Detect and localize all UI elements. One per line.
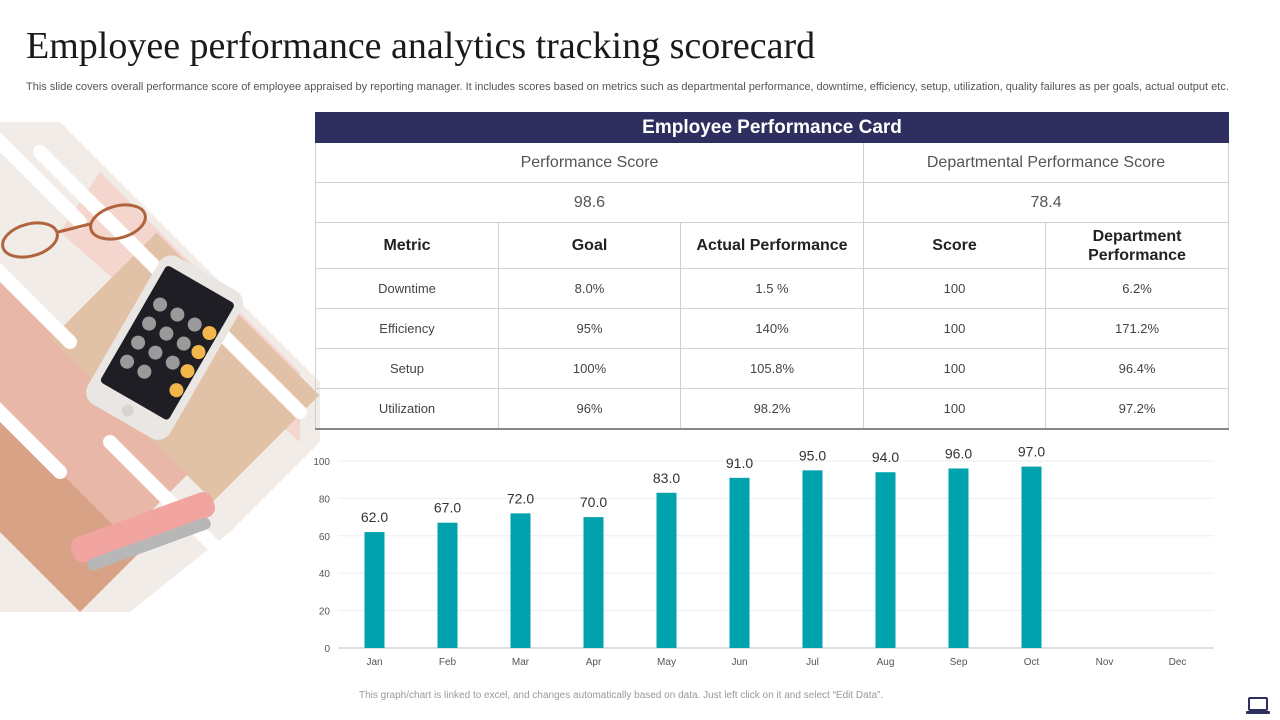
x-tick-label: Dec — [1169, 657, 1187, 668]
chart-footnote: This graph/chart is linked to excel, and… — [359, 690, 884, 701]
bar — [656, 492, 677, 648]
column-header-goal: Goal — [498, 222, 681, 269]
office-desk-photo — [0, 122, 320, 612]
data-label: 91.0 — [726, 455, 753, 471]
y-tick-label: 100 — [313, 457, 330, 468]
x-tick-label: Sep — [950, 657, 968, 668]
y-tick-label: 0 — [324, 644, 330, 655]
table-cell: Efficiency — [315, 308, 499, 349]
table-cell: Setup — [315, 348, 499, 389]
y-tick-label: 80 — [319, 494, 331, 505]
page-subtitle: This slide covers overall performance sc… — [26, 81, 1229, 93]
table-row: Setup 100% 105.8% 100 96.4% — [315, 348, 1230, 389]
dept-score-value: 78.4 — [862, 182, 1230, 223]
table-cell: 8.0% — [498, 268, 681, 309]
y-tick-label: 20 — [319, 607, 331, 618]
data-label: 67.0 — [434, 500, 461, 516]
laptop-icon — [1246, 697, 1270, 714]
bar — [802, 470, 823, 648]
x-tick-label: Jun — [731, 657, 747, 668]
performance-score-value: 98.6 — [315, 182, 864, 223]
table-cell: 100 — [863, 388, 1046, 430]
x-tick-label: Mar — [512, 657, 530, 668]
card-title: Employee Performance Card — [314, 112, 1230, 143]
page-title: Employee performance analytics tracking … — [26, 25, 816, 67]
table-cell: 100 — [863, 268, 1046, 309]
bar — [1021, 466, 1042, 648]
table-cell: 96.4% — [1044, 348, 1230, 389]
x-tick-label: Aug — [877, 657, 895, 668]
table-cell: 6.2% — [1044, 268, 1230, 309]
data-label: 83.0 — [653, 470, 680, 486]
data-label: 70.0 — [580, 494, 607, 510]
bar — [875, 472, 896, 648]
x-tick-label: Jul — [806, 657, 819, 668]
x-tick-label: May — [657, 657, 676, 668]
data-label: 62.0 — [361, 509, 388, 525]
bar — [729, 477, 750, 648]
y-tick-label: 40 — [319, 569, 331, 580]
table-cell: 1.5 % — [680, 268, 864, 309]
y-tick-label: 60 — [319, 532, 331, 543]
data-label: 95.0 — [799, 447, 826, 463]
table-cell: Downtime — [315, 268, 499, 309]
data-label: 94.0 — [872, 449, 899, 465]
column-header-actual: Actual Performance — [680, 222, 864, 269]
performance-card: Employee Performance Card Performance Sc… — [314, 112, 1230, 430]
performance-score-label: Performance Score — [315, 142, 864, 183]
table-row: Downtime 8.0% 1.5 % 100 6.2% — [315, 268, 1230, 309]
column-header-metric: Metric — [315, 222, 499, 269]
table-cell: 97.2% — [1044, 388, 1230, 430]
monthly-score-chart: 0 20 40 60 80 100 Jan 62.0 Feb 67.0 Mar 72.0 Apr 70.0… — [313, 444, 1214, 668]
table-cell: 171.2% — [1044, 308, 1230, 349]
x-tick-label: Nov — [1096, 657, 1114, 668]
bar — [437, 522, 458, 648]
x-tick-label: Jan — [366, 657, 382, 668]
column-header-dept: Department Performance — [1044, 222, 1230, 269]
table-cell: 100% — [498, 348, 681, 389]
table-cell: 140% — [680, 308, 864, 349]
table-cell: 98.2% — [680, 388, 864, 430]
table-cell: Utilization — [315, 388, 499, 430]
x-tick-label: Oct — [1024, 657, 1040, 668]
table-row: Utilization 96% 98.2% 100 97.2% — [315, 388, 1230, 430]
table-cell: 105.8% — [680, 348, 864, 389]
bar — [510, 513, 531, 648]
table-cell: 95% — [498, 308, 681, 349]
table-row: Efficiency 95% 140% 100 171.2% — [315, 308, 1230, 349]
data-label: 96.0 — [945, 445, 972, 461]
table-cell: 100 — [863, 308, 1046, 349]
bar — [948, 468, 969, 648]
dept-score-label: Departmental Performance Score — [862, 142, 1230, 183]
x-tick-label: Feb — [439, 657, 457, 668]
table-cell: 100 — [863, 348, 1046, 389]
data-label: 97.0 — [1018, 444, 1045, 460]
x-tick-label: Apr — [586, 657, 602, 668]
bar — [364, 532, 385, 648]
table-cell: 96% — [498, 388, 681, 430]
data-label: 72.0 — [507, 490, 534, 506]
column-header-score: Score — [863, 222, 1046, 269]
bar — [583, 517, 604, 648]
